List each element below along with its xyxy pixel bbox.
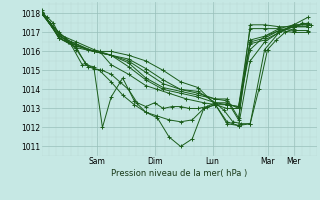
X-axis label: Pression niveau de la mer( hPa ): Pression niveau de la mer( hPa ): [111, 169, 247, 178]
